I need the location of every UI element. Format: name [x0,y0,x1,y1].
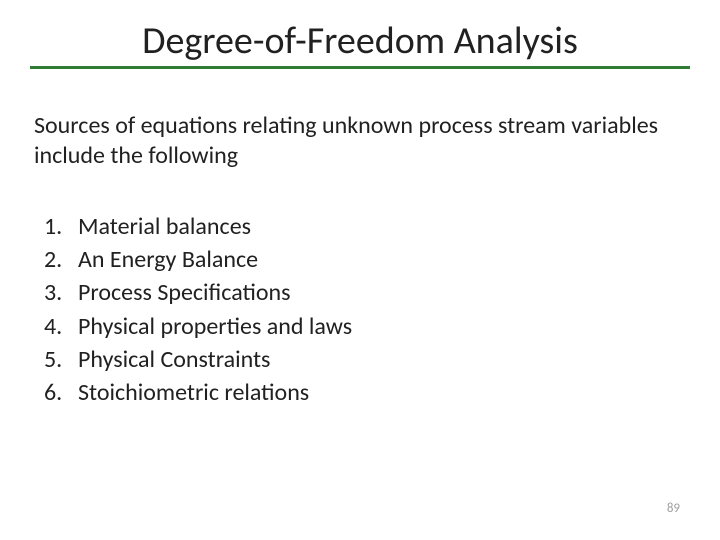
list-number: 4. [44,311,78,342]
list-number: 6. [44,377,78,408]
list-number: 3. [44,277,78,308]
list-text: Material balances [78,211,690,242]
list-number: 5. [44,344,78,375]
list-text: Physical properties and laws [78,311,690,342]
page-number: 89 [667,501,680,516]
list-number: 1. [44,211,78,242]
list-item: 4. Physical properties and laws [44,311,690,342]
numbered-list: 1. Material balances 2. An Energy Balanc… [30,211,690,408]
list-number: 2. [44,244,78,275]
list-item: 1. Material balances [44,211,690,242]
list-item: 6. Stoichiometric relations [44,377,690,408]
intro-paragraph: Sources of equations relating unknown pr… [30,111,690,171]
slide-container: Degree-of-Freedom Analysis Sources of eq… [0,0,720,540]
list-text: Stoichiometric relations [78,377,690,408]
list-item: 5. Physical Constraints [44,344,690,375]
list-text: Physical Constraints [78,344,690,375]
list-text: An Energy Balance [78,244,690,275]
list-text: Process Specifications [78,277,690,308]
list-item: 3. Process Specifications [44,277,690,308]
slide-title: Degree-of-Freedom Analysis [30,18,690,64]
list-item: 2. An Energy Balance [44,244,690,275]
title-underline [30,66,690,69]
